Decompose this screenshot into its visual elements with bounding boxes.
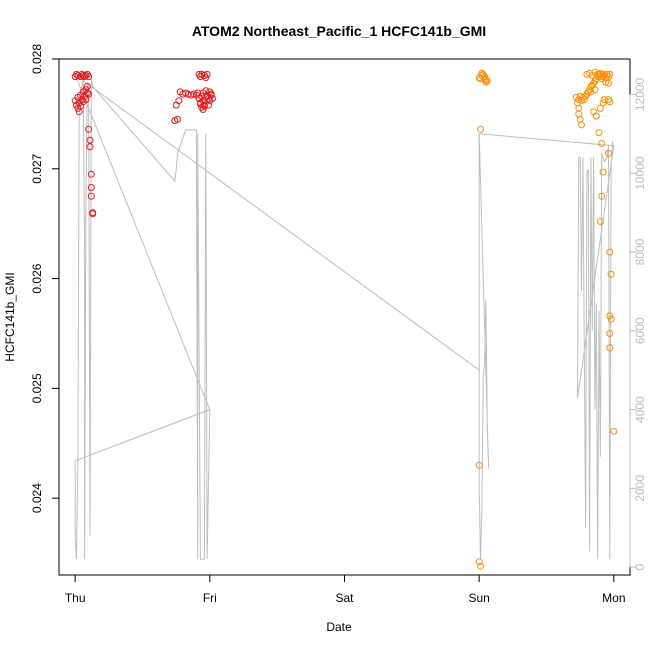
- data-point-series-1: [174, 115, 181, 123]
- data-point-series-2: [596, 218, 604, 225]
- data-point-series-1: [85, 125, 93, 133]
- y-tick-label: 0.026: [30, 263, 44, 293]
- data-point-series-1: [85, 73, 93, 81]
- data-point-series-2: [578, 121, 585, 129]
- data-point-series-1: [196, 100, 204, 108]
- y-tick-label: 0.028: [30, 44, 44, 74]
- data-point-series-2: [606, 312, 614, 320]
- data-point-series-2: [599, 168, 607, 176]
- data-point-series-2: [605, 79, 612, 87]
- altitude-line-layer: [74, 73, 615, 560]
- data-point-series-2: [596, 104, 604, 112]
- right-tick-label: 2000: [633, 475, 647, 502]
- right-tick-label: 12000: [633, 77, 647, 111]
- data-point-series-1: [87, 184, 95, 191]
- chart-title: ATOM2 Northeast_Pacific_1 HCFC141b_GMI: [192, 23, 486, 39]
- data-point-series-1: [86, 136, 94, 144]
- data-point-series-1: [82, 96, 90, 104]
- x-tick-label: Sat: [335, 591, 354, 605]
- data-point-series-2: [605, 149, 612, 157]
- data-point-series-1: [202, 74, 210, 82]
- points-layer: [71, 68, 618, 570]
- data-point-series-2: [599, 73, 607, 81]
- data-point-series-1: [86, 143, 94, 151]
- data-point-series-2: [482, 76, 490, 84]
- data-point-series-2: [580, 96, 588, 104]
- plot-frame: [58, 58, 631, 576]
- data-point-series-1: [203, 70, 211, 78]
- x-tick-label: Thu: [65, 591, 86, 605]
- data-point-series-2: [478, 69, 486, 77]
- data-point-series-1: [87, 192, 95, 200]
- data-point-series-1: [200, 102, 208, 110]
- data-point-series-2: [606, 98, 614, 106]
- y-axis: 0.024 0.025 0.026 0.027 0.028: [30, 44, 60, 513]
- right-tick-label: 0: [633, 563, 647, 570]
- data-point-series-2: [590, 108, 598, 116]
- x-axis-label: Date: [326, 620, 352, 634]
- data-point-series-2: [606, 330, 614, 337]
- data-point-series-2: [606, 248, 614, 256]
- data-point-series-1: [87, 170, 95, 178]
- data-point-series-1: [199, 106, 207, 113]
- data-point-series-1: [89, 210, 97, 218]
- data-point-series-1: [73, 70, 80, 78]
- data-point-series-2: [598, 192, 606, 200]
- data-point-series-2: [482, 78, 490, 86]
- right-tick-label: 10000: [633, 156, 647, 190]
- data-point-series-2: [587, 88, 595, 96]
- y-tick-label: 0.024: [30, 483, 44, 513]
- y-axis-label: HCFC141b_GMI: [3, 272, 17, 361]
- data-point-series-2: [595, 129, 603, 137]
- right-axis: 0 2000 4000 6000 8000 10000 12000: [629, 77, 647, 570]
- data-point-series-2: [477, 562, 484, 570]
- data-point-series-1: [199, 89, 207, 97]
- data-point-series-1: [172, 101, 180, 109]
- x-tick-label: Sun: [468, 591, 489, 605]
- data-point-series-1: [205, 101, 212, 109]
- data-point-series-2: [598, 140, 606, 147]
- data-point-series-1: [175, 97, 183, 105]
- data-point-series-2: [592, 112, 600, 120]
- data-point-series-1: [83, 82, 91, 90]
- y-tick-label: 0.025: [30, 373, 44, 403]
- data-point-series-2: [475, 461, 483, 469]
- data-point-series-1: [198, 92, 206, 100]
- data-point-series-1: [83, 89, 91, 97]
- right-tick-label: 8000: [633, 238, 647, 265]
- altitude-line: [74, 73, 615, 560]
- data-point-series-2: [610, 427, 618, 435]
- x-tick-label: Fri: [203, 591, 217, 605]
- data-point-series-2: [607, 270, 615, 278]
- data-point-series-2: [481, 75, 489, 83]
- data-point-series-2: [607, 315, 615, 323]
- right-tick-label: 4000: [633, 396, 647, 423]
- data-point-series-1: [85, 90, 93, 98]
- data-point-series-2: [475, 558, 483, 566]
- x-tick-label: Mon: [602, 591, 625, 605]
- data-point-series-2: [591, 86, 599, 94]
- data-point-series-2: [477, 125, 484, 133]
- data-point-series-2: [599, 99, 607, 107]
- data-point-series-2: [606, 344, 614, 352]
- x-axis: Thu Fri Sat Sun Mon: [65, 574, 626, 605]
- data-point-series-2: [606, 70, 614, 78]
- y-tick-label: 0.027: [30, 153, 44, 183]
- data-point-series-1: [207, 91, 215, 99]
- right-tick-label: 6000: [633, 317, 647, 344]
